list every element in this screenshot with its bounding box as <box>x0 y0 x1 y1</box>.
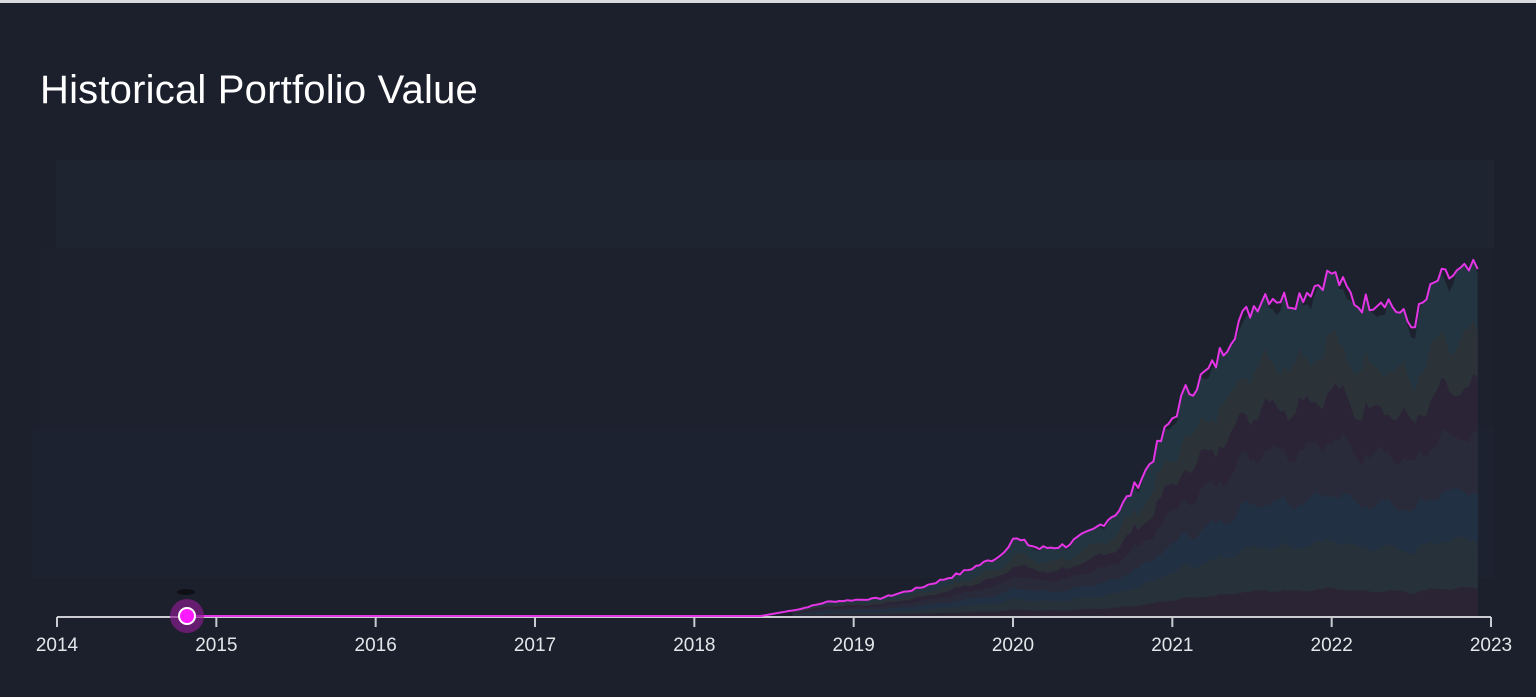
x-tick-label: 2018 <box>673 635 715 656</box>
x-tick-label: 2014 <box>36 635 79 656</box>
x-axis: 2014 2015 2016 2017 2018 2019 2020 2021 2022 2023 <box>36 616 1512 656</box>
x-tick-label: 2019 <box>833 635 875 656</box>
top-border <box>0 0 1536 3</box>
portfolio-value-line[interactable] <box>187 258 1479 617</box>
x-tick-label: 2015 <box>195 635 237 656</box>
x-tick-label: 2016 <box>355 635 397 656</box>
x-tick-label: 2022 <box>1311 635 1353 656</box>
x-tick-label: 2023 <box>1470 635 1512 656</box>
x-tick-label: 2017 <box>514 635 556 656</box>
x-tick-label: 2020 <box>992 635 1034 656</box>
stack-layer <box>792 586 1478 616</box>
x-tick-label: 2021 <box>1151 635 1193 656</box>
page-title: Historical Portfolio Value <box>40 68 478 112</box>
marker-shadow <box>177 589 195 595</box>
hover-marker[interactable] <box>178 607 196 625</box>
stacked-area-layers <box>792 259 1478 616</box>
plot-band-top <box>56 160 1494 248</box>
